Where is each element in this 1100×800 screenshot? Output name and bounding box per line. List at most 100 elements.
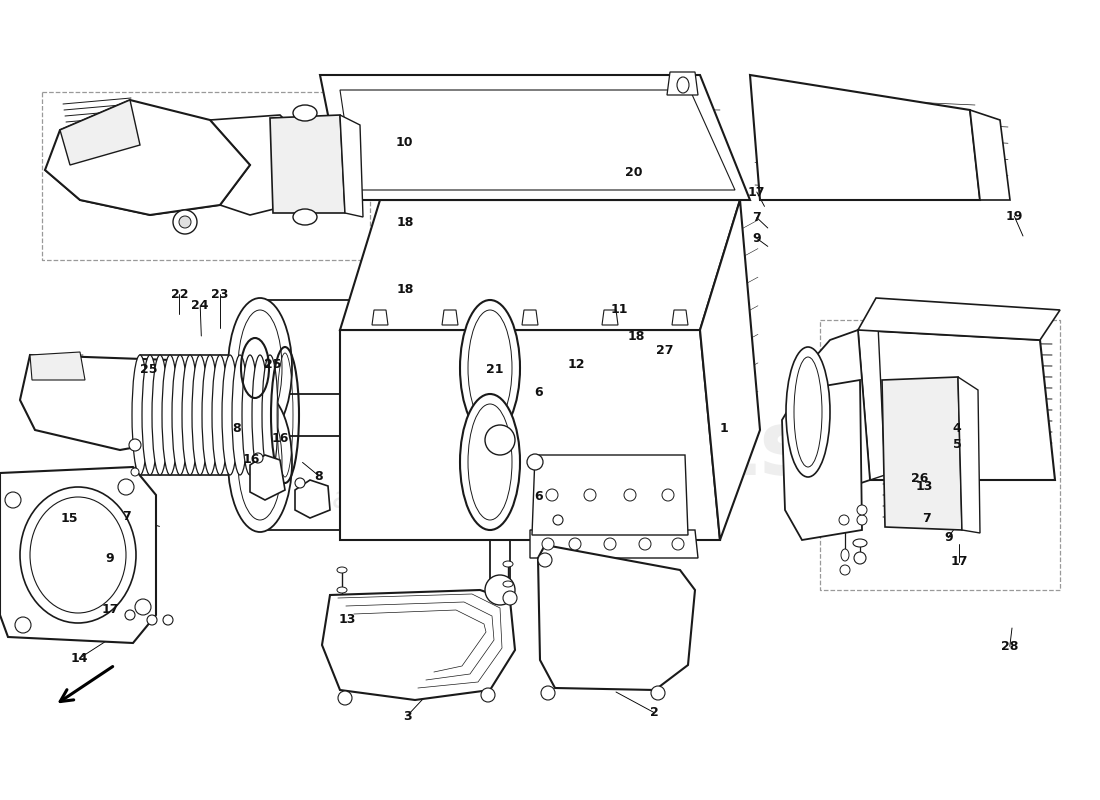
Ellipse shape bbox=[672, 538, 684, 550]
Text: 17: 17 bbox=[101, 603, 119, 616]
Text: 4: 4 bbox=[953, 422, 961, 434]
Ellipse shape bbox=[238, 404, 282, 520]
Ellipse shape bbox=[541, 686, 556, 700]
Ellipse shape bbox=[542, 538, 554, 550]
Text: 8: 8 bbox=[315, 470, 323, 482]
Ellipse shape bbox=[639, 538, 651, 550]
Polygon shape bbox=[340, 115, 363, 217]
Polygon shape bbox=[700, 200, 760, 540]
Text: 4025: 4025 bbox=[540, 528, 640, 562]
Ellipse shape bbox=[842, 549, 849, 561]
Text: 9: 9 bbox=[106, 552, 114, 565]
Ellipse shape bbox=[192, 355, 208, 475]
Text: 28: 28 bbox=[1001, 640, 1019, 653]
Ellipse shape bbox=[142, 355, 158, 475]
Text: euro: euro bbox=[356, 339, 624, 441]
Polygon shape bbox=[970, 110, 1010, 200]
Text: 5: 5 bbox=[953, 438, 961, 450]
Ellipse shape bbox=[460, 300, 520, 436]
Polygon shape bbox=[667, 72, 698, 95]
Polygon shape bbox=[530, 530, 698, 558]
Text: 13: 13 bbox=[915, 480, 933, 493]
Ellipse shape bbox=[182, 355, 198, 475]
Ellipse shape bbox=[228, 392, 292, 532]
Text: 20: 20 bbox=[625, 166, 642, 178]
Ellipse shape bbox=[173, 210, 197, 234]
Text: 22: 22 bbox=[170, 288, 188, 301]
Ellipse shape bbox=[125, 610, 135, 620]
Text: 11: 11 bbox=[610, 303, 628, 316]
Text: 21: 21 bbox=[486, 363, 504, 376]
Text: 9: 9 bbox=[752, 232, 761, 245]
Ellipse shape bbox=[527, 454, 543, 470]
Ellipse shape bbox=[202, 355, 218, 475]
Text: 1: 1 bbox=[719, 422, 728, 434]
Text: 26: 26 bbox=[911, 472, 928, 485]
Ellipse shape bbox=[839, 515, 849, 525]
Ellipse shape bbox=[857, 505, 867, 515]
Polygon shape bbox=[320, 75, 750, 200]
Polygon shape bbox=[250, 455, 285, 500]
Ellipse shape bbox=[485, 425, 515, 455]
Text: 15: 15 bbox=[60, 512, 78, 525]
Polygon shape bbox=[20, 355, 190, 450]
Ellipse shape bbox=[468, 404, 512, 520]
Polygon shape bbox=[882, 377, 962, 530]
Polygon shape bbox=[858, 330, 1055, 480]
Text: 12: 12 bbox=[568, 358, 585, 370]
Ellipse shape bbox=[163, 615, 173, 625]
Ellipse shape bbox=[569, 538, 581, 550]
Ellipse shape bbox=[228, 298, 292, 438]
Ellipse shape bbox=[15, 617, 31, 633]
Ellipse shape bbox=[337, 587, 346, 593]
Ellipse shape bbox=[503, 591, 517, 605]
Polygon shape bbox=[858, 325, 886, 480]
Ellipse shape bbox=[262, 355, 278, 475]
Ellipse shape bbox=[293, 105, 317, 121]
Polygon shape bbox=[210, 115, 310, 215]
Ellipse shape bbox=[179, 216, 191, 228]
Polygon shape bbox=[322, 590, 515, 700]
Text: 8: 8 bbox=[232, 422, 241, 434]
Ellipse shape bbox=[238, 310, 282, 426]
Polygon shape bbox=[0, 467, 156, 643]
Ellipse shape bbox=[129, 439, 141, 451]
Text: 7: 7 bbox=[752, 211, 761, 224]
Ellipse shape bbox=[295, 478, 305, 488]
Ellipse shape bbox=[20, 487, 136, 623]
Polygon shape bbox=[522, 310, 538, 325]
Text: 9: 9 bbox=[944, 531, 953, 544]
Ellipse shape bbox=[172, 355, 188, 475]
Ellipse shape bbox=[6, 492, 21, 508]
Ellipse shape bbox=[662, 489, 674, 501]
Ellipse shape bbox=[293, 209, 317, 225]
Text: 18: 18 bbox=[396, 283, 414, 296]
Polygon shape bbox=[858, 298, 1060, 340]
Text: 13: 13 bbox=[339, 613, 356, 626]
Text: 16: 16 bbox=[242, 454, 260, 466]
Polygon shape bbox=[808, 330, 870, 490]
Text: 18: 18 bbox=[396, 216, 414, 229]
Polygon shape bbox=[270, 115, 345, 213]
Text: 23: 23 bbox=[211, 288, 229, 301]
Text: 25: 25 bbox=[264, 358, 282, 370]
Polygon shape bbox=[958, 377, 980, 533]
Polygon shape bbox=[782, 380, 862, 540]
Text: 17: 17 bbox=[748, 186, 766, 198]
Text: 16: 16 bbox=[272, 432, 289, 445]
Ellipse shape bbox=[676, 77, 689, 93]
Polygon shape bbox=[532, 455, 688, 535]
Text: 7: 7 bbox=[122, 510, 131, 523]
Polygon shape bbox=[30, 352, 85, 380]
Polygon shape bbox=[750, 75, 980, 200]
Polygon shape bbox=[295, 480, 330, 518]
Text: 7: 7 bbox=[922, 512, 931, 525]
Ellipse shape bbox=[546, 489, 558, 501]
Text: 6: 6 bbox=[535, 386, 543, 398]
Ellipse shape bbox=[232, 355, 248, 475]
Text: 19: 19 bbox=[1005, 210, 1023, 222]
Ellipse shape bbox=[854, 552, 866, 564]
Ellipse shape bbox=[538, 553, 552, 567]
Ellipse shape bbox=[786, 347, 830, 477]
Ellipse shape bbox=[132, 355, 148, 475]
